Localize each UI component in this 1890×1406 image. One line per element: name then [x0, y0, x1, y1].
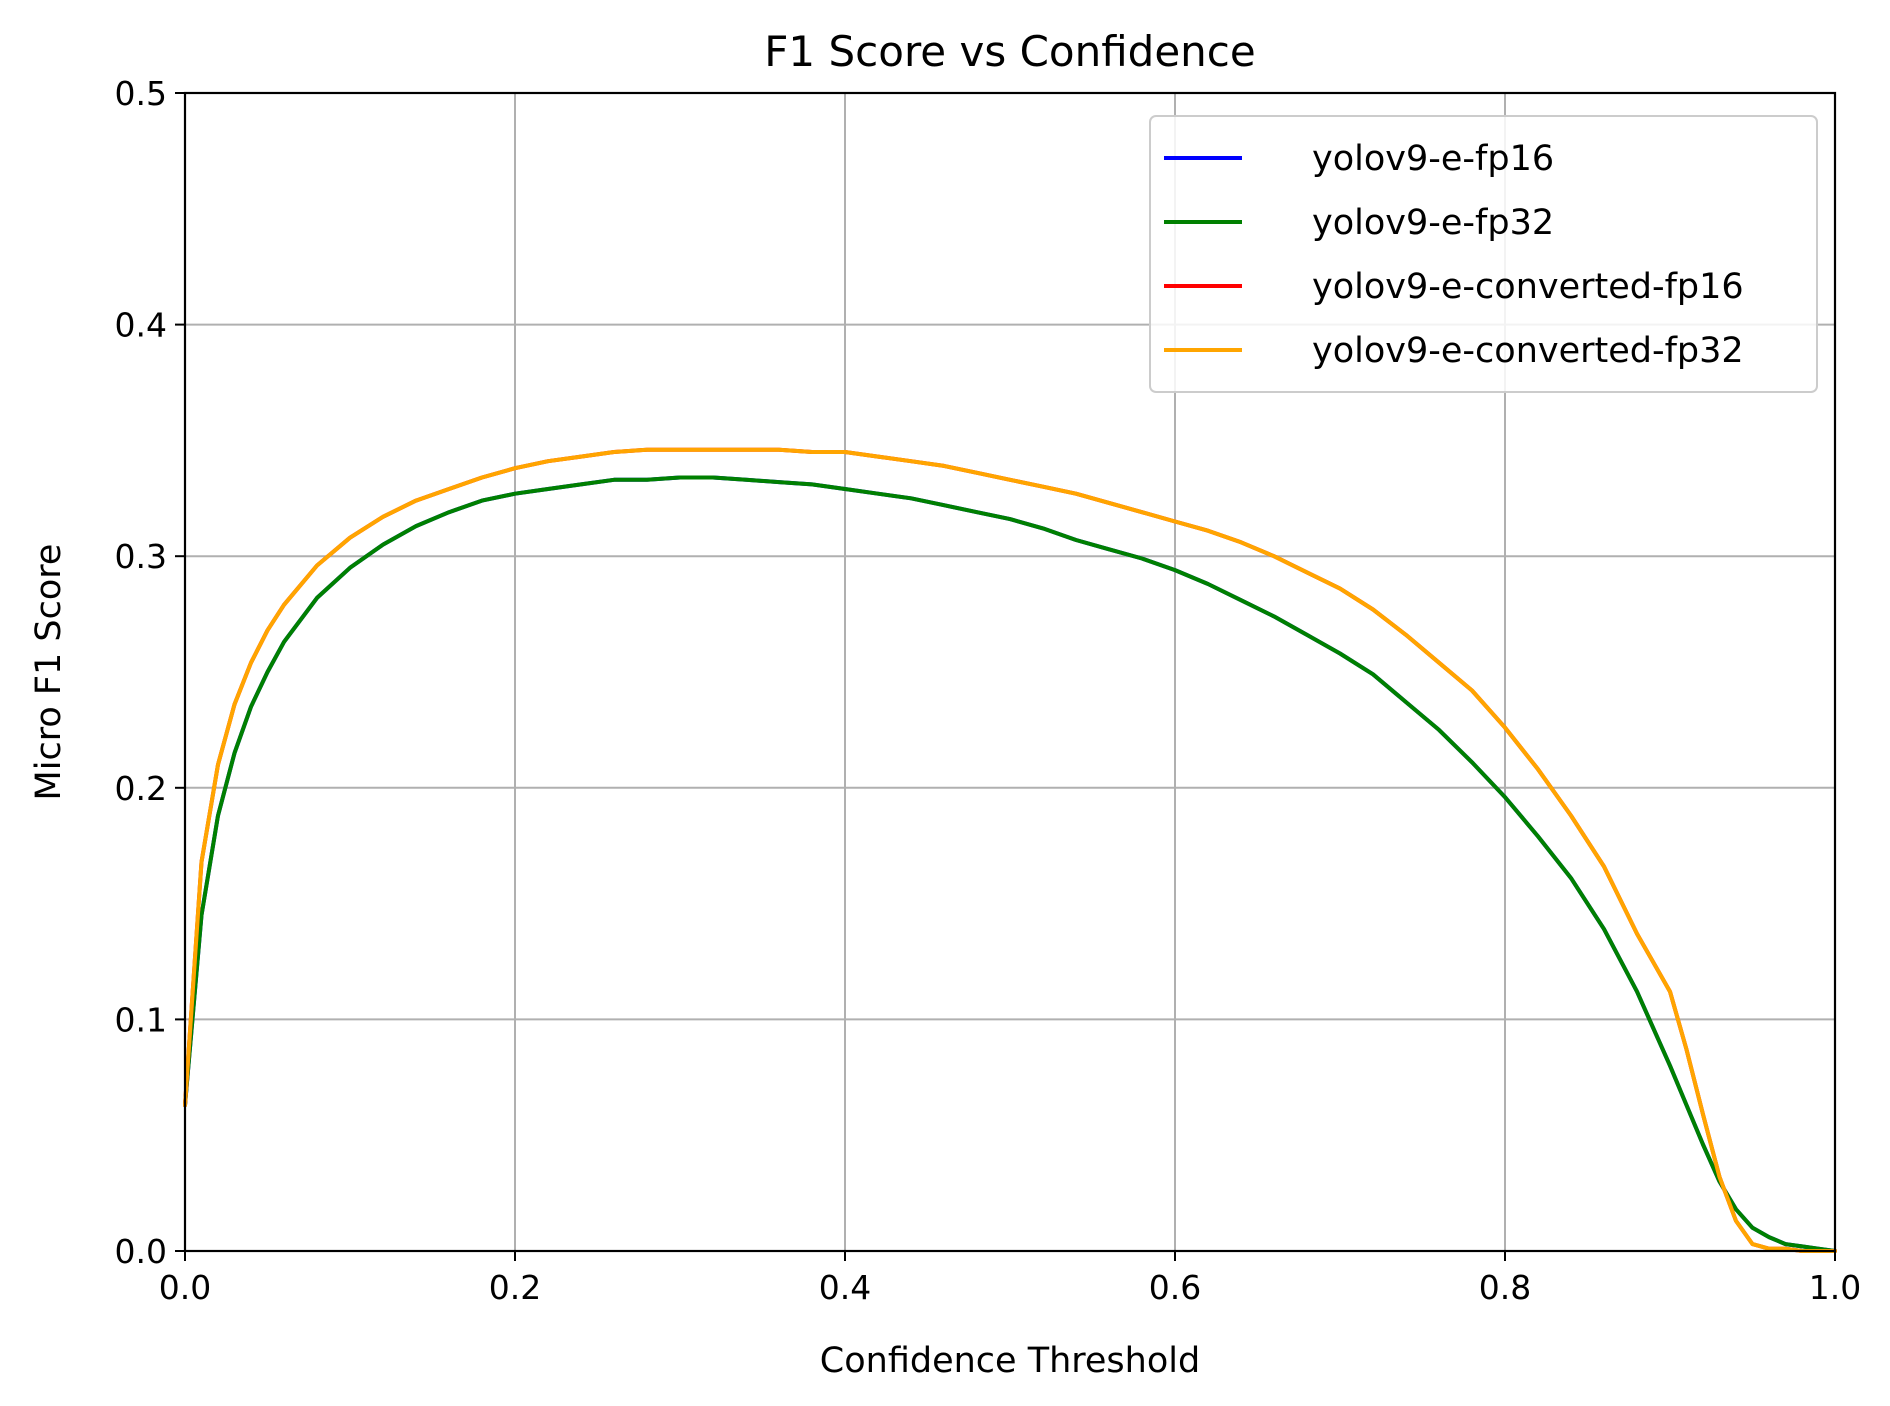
chart-title: F1 Score vs Confidence: [764, 27, 1255, 76]
plot-frame: [183, 91, 1837, 1253]
y-tick-label: 0.3: [115, 537, 167, 576]
y-tick-label: 0.5: [115, 74, 167, 113]
legend-box: [1149, 115, 1818, 393]
series-line-yolov9-e-fp32: [183, 475, 1837, 1253]
axis-ticks: 0.0 0.2 0.4 0.6 0.8 1.0 0.0 0.1 0.2 0.3 0.4 0.5: [115, 74, 1862, 1307]
y-tick-label: 0.4: [115, 306, 167, 345]
legend-label-yolov9-e-converted-fp16: yolov9-e-converted-fp16: [1312, 267, 1744, 307]
x-tick-label: 0.0: [159, 1268, 211, 1307]
x-tick-label: 0.6: [1149, 1268, 1201, 1307]
x-tick-label: 1.0: [1809, 1268, 1861, 1307]
y-axis-title: Micro F1 Score: [29, 544, 69, 801]
series-line-yolov9-e-converted-fp32: [183, 447, 1837, 1253]
x-tick-label: 0.8: [1479, 1268, 1531, 1307]
y-tick-label: 0.0: [115, 1232, 167, 1271]
x-tick-label: 0.4: [819, 1268, 871, 1307]
legend: yolov9-e-fp16 yolov9-e-fp32 yolov9-e-conve…: [1149, 115, 1818, 393]
x-tick-label: 0.2: [489, 1268, 541, 1307]
y-tick-label: 0.2: [115, 769, 167, 808]
x-axis-title: Confidence Threshold: [820, 1341, 1200, 1381]
y-tick-label: 0.1: [115, 1000, 167, 1039]
legend-label-yolov9-e-fp16: yolov9-e-fp16: [1312, 139, 1554, 179]
series-lines: [183, 447, 1837, 1253]
legend-label-yolov9-e-converted-fp32: yolov9-e-converted-fp32: [1312, 331, 1744, 371]
legend-label-yolov9-e-fp32: yolov9-e-fp32: [1312, 203, 1554, 243]
